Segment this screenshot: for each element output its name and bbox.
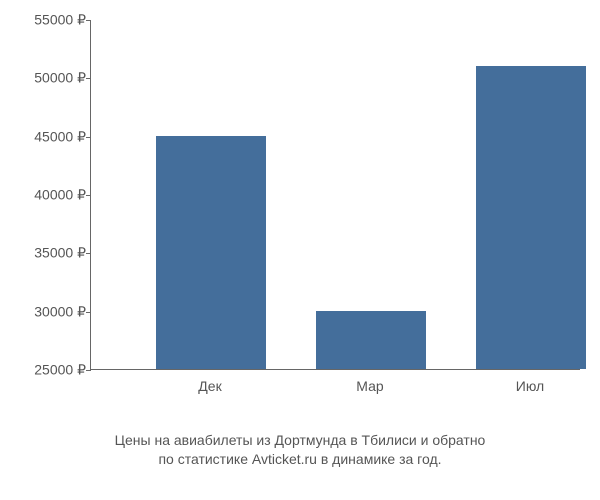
y-tick-label: 25000 ₽ [16, 362, 86, 379]
y-tick-label: 30000 ₽ [16, 303, 86, 320]
y-tick-mark [86, 78, 91, 79]
y-tick-label: 55000 ₽ [16, 12, 86, 29]
y-tick-mark [86, 312, 91, 313]
y-tick-mark [86, 253, 91, 254]
y-tick-label: 45000 ₽ [16, 128, 86, 145]
caption-line-2: по статистике Avticket.ru в динамике за … [0, 450, 600, 470]
y-tick-mark [86, 20, 91, 21]
y-tick-label: 50000 ₽ [16, 70, 86, 87]
x-tick-label: Мар [356, 378, 383, 394]
y-tick-label: 40000 ₽ [16, 187, 86, 204]
bar-jul [476, 66, 586, 369]
chart-caption: Цены на авиабилеты из Дортмунда в Тбилис… [0, 431, 600, 470]
x-tick-label: Дек [198, 378, 221, 394]
caption-line-1: Цены на авиабилеты из Дортмунда в Тбилис… [0, 431, 600, 451]
bar-dec [156, 136, 266, 369]
y-tick-label: 35000 ₽ [16, 245, 86, 262]
chart-container: 25000 ₽ 30000 ₽ 35000 ₽ 40000 ₽ 45000 ₽ … [90, 20, 580, 400]
y-tick-mark [86, 137, 91, 138]
y-tick-mark [86, 195, 91, 196]
y-tick-mark [86, 370, 91, 371]
plot-area: 25000 ₽ 30000 ₽ 35000 ₽ 40000 ₽ 45000 ₽ … [90, 20, 580, 370]
x-tick-label: Июл [516, 378, 544, 394]
bar-mar [316, 311, 426, 369]
